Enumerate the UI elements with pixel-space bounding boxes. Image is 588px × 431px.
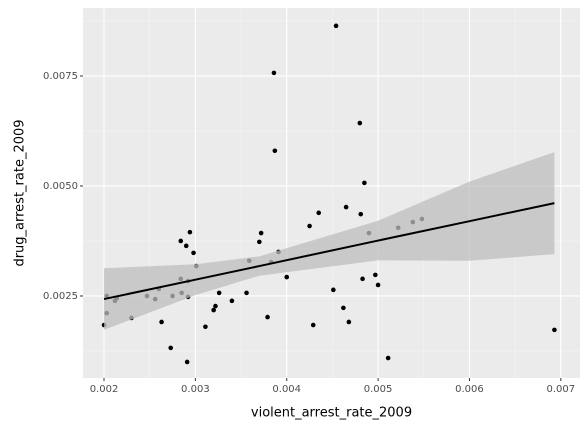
y-axis-label: drug_arrest_rate_2009 (13, 119, 28, 266)
point (159, 319, 164, 325)
point (258, 230, 264, 236)
point (331, 287, 336, 293)
point (257, 239, 262, 245)
point (271, 70, 277, 76)
point (341, 305, 346, 311)
point (362, 180, 367, 186)
point (244, 290, 249, 296)
point (385, 355, 391, 361)
point (229, 298, 235, 304)
point (373, 272, 378, 278)
point (310, 322, 316, 328)
regression-line (103, 202, 555, 301)
confidence-band (104, 152, 555, 330)
point (216, 290, 222, 296)
point (343, 204, 349, 210)
x-tick-label: 0.007 (546, 384, 575, 395)
point (316, 210, 322, 216)
point (284, 274, 290, 280)
point (187, 229, 193, 235)
point (358, 211, 364, 217)
x-tick-label: 0.004 (272, 384, 301, 395)
point (191, 250, 196, 256)
point (184, 359, 190, 365)
point (307, 223, 312, 229)
y-tick-label: 0.0050 (43, 181, 78, 192)
point (552, 327, 557, 333)
point (203, 324, 208, 330)
point (346, 319, 352, 325)
y-tick-label: 0.0025 (43, 291, 78, 302)
x-tick-label: 0.006 (455, 384, 484, 395)
point (183, 243, 189, 249)
x-tick-label: 0.003 (181, 384, 210, 395)
point (333, 23, 339, 29)
point (357, 120, 363, 126)
point (168, 345, 174, 351)
x-tick-label: 0.005 (364, 384, 393, 395)
point (360, 276, 365, 282)
y-tick-label: 0.0075 (43, 71, 78, 82)
point (265, 314, 270, 320)
point (375, 282, 381, 288)
point (211, 307, 216, 313)
point (272, 148, 278, 154)
x-axis-label: violent_arrest_rate_2009 (251, 406, 412, 421)
x-tick-label: 0.002 (90, 384, 119, 395)
point (178, 238, 184, 244)
point (213, 303, 218, 309)
